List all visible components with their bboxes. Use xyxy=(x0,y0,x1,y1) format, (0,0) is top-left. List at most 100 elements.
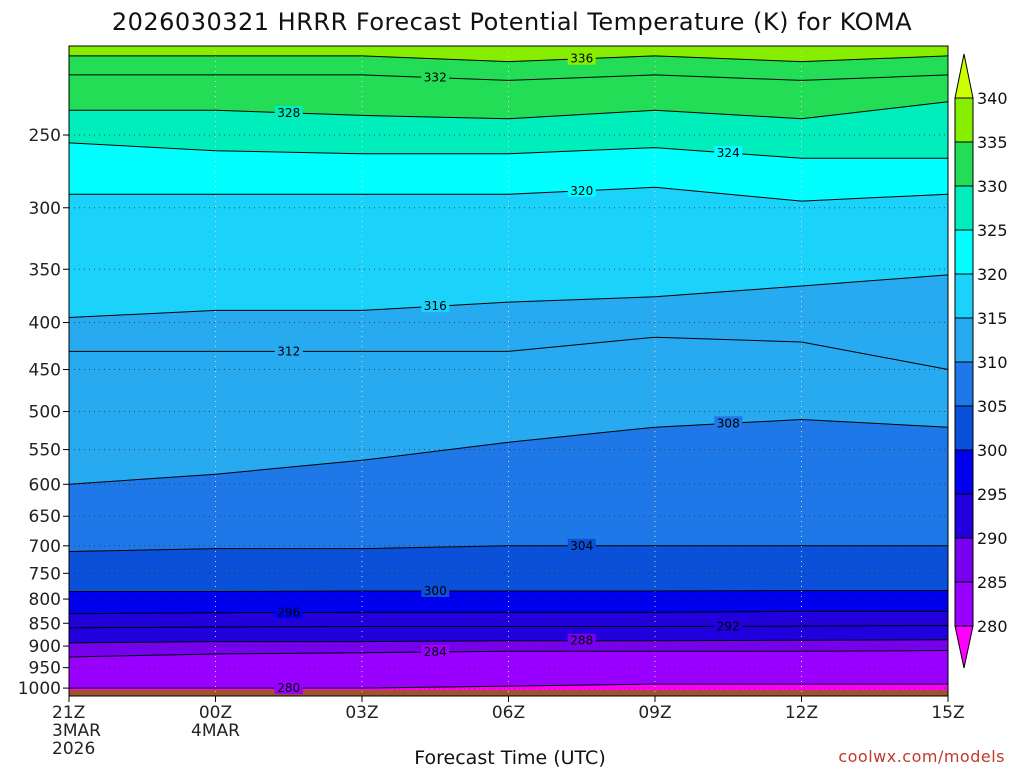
isentrope-label-bg xyxy=(421,645,450,659)
plot-area: 280 284 288 292 296 300 304 308 312 316 320 324 328 3… xyxy=(68,45,949,697)
x-tick-sublabel: 4MAR xyxy=(191,721,240,741)
isentrope-label: 308 xyxy=(717,416,740,430)
isentrope-label-bg xyxy=(714,619,743,633)
isentrope-280 xyxy=(69,683,948,689)
isentrope-label-bg xyxy=(567,633,596,647)
x-tick-label: 03Z xyxy=(345,703,378,723)
isentrope-label: 300 xyxy=(424,584,447,598)
y-tick-label: 650 xyxy=(29,507,61,527)
colorbar-segment xyxy=(954,449,974,495)
colorbar-tick-label: 320 xyxy=(977,265,1008,284)
colorbar-segment xyxy=(954,273,974,319)
isentrope-label-bg xyxy=(421,299,450,313)
y-tick-label: 450 xyxy=(29,361,61,381)
isentrope-label: 312 xyxy=(277,344,300,358)
y-tick-label: 1000 xyxy=(18,679,61,699)
y-tick-label: 500 xyxy=(29,403,61,423)
isentrope-288 xyxy=(68,639,949,644)
colorbar-segment xyxy=(954,141,974,187)
isentrope-label-bg xyxy=(567,183,596,197)
isentrope-296 xyxy=(68,610,948,615)
isentrope-label-bg xyxy=(567,538,596,552)
colorbar-tick-label: 315 xyxy=(977,309,1008,328)
isentrope-label: 324 xyxy=(717,146,740,160)
colorbar-segment xyxy=(954,537,974,583)
isentrope-316 xyxy=(68,274,949,318)
x-tick-label: 21Z xyxy=(52,703,85,723)
isentrope-label: 316 xyxy=(424,299,447,313)
colorbar-segment xyxy=(954,493,974,539)
credit-link[interactable]: coolwx.com/models xyxy=(838,747,1005,766)
ground-surface xyxy=(69,690,948,696)
x-tick-label: 12Z xyxy=(785,703,818,723)
isentrope-label: 292 xyxy=(717,619,740,633)
isentrope-label: 284 xyxy=(424,645,447,659)
y-axis: 250 300 350 400 450 500 550 600 650 700 750 800 850 9… xyxy=(18,126,69,699)
x-tick-label: 06Z xyxy=(492,703,525,723)
isentrope-label: 296 xyxy=(277,606,300,620)
colorbar-tick-label: 290 xyxy=(977,529,1008,548)
isentrope-label-bg xyxy=(567,51,596,65)
x-tick-label: 09Z xyxy=(638,703,671,723)
isentrope-label-bg xyxy=(714,145,743,159)
isentrope-label: 304 xyxy=(570,539,593,553)
chart-title: 2026030321 HRRR Forecast Potential Tempe… xyxy=(112,8,912,36)
colorbar-segment xyxy=(954,581,974,627)
y-tick-label: 550 xyxy=(29,441,61,461)
colorbar-tick-label: 285 xyxy=(977,573,1008,592)
isentrope-304 xyxy=(68,545,948,552)
colorbar-tick-label: 335 xyxy=(977,133,1008,152)
isentrope-label: 280 xyxy=(277,681,300,695)
y-tick-label: 300 xyxy=(29,199,61,219)
isentrope-label: 336 xyxy=(570,52,593,66)
isentrope-label-bg xyxy=(274,681,303,695)
y-tick-label: 250 xyxy=(29,126,61,146)
colorbar-tick-label: 310 xyxy=(977,353,1008,372)
isentrope-label-bg xyxy=(421,584,450,598)
isentrope-332 xyxy=(69,74,949,81)
isentrope-label-bg xyxy=(421,70,450,84)
isentrope-label: 332 xyxy=(424,71,447,85)
isentrope-292 xyxy=(68,625,949,629)
isentrope-label: 328 xyxy=(277,106,300,120)
isentrope-308 xyxy=(68,418,949,485)
colorbar-tick-label: 330 xyxy=(977,177,1008,196)
isentrope-label-bg xyxy=(274,605,303,619)
y-tick-label: 350 xyxy=(29,260,61,280)
colorbar-segment xyxy=(954,229,974,275)
isentrope-312 xyxy=(69,336,949,370)
y-tick-label: 400 xyxy=(29,314,61,334)
colorbar-segment xyxy=(954,97,974,143)
colorbar-tick-label: 300 xyxy=(977,441,1008,460)
y-tick-label: 900 xyxy=(29,637,61,657)
colorbar-tick-label: 295 xyxy=(977,485,1008,504)
isentrope-324 xyxy=(68,142,948,159)
isentrope-300 xyxy=(69,590,948,592)
x-tick-label: 15Z xyxy=(931,703,964,723)
colorbar-segment xyxy=(954,185,974,231)
isentrope-336 xyxy=(69,55,949,63)
colorbar-segment xyxy=(954,361,974,407)
isentrope-label: 320 xyxy=(570,184,593,198)
isentrope-284 xyxy=(68,650,949,658)
y-tick-label: 700 xyxy=(29,537,61,557)
isentrope-label-bg xyxy=(714,416,743,430)
y-tick-label: 800 xyxy=(29,590,61,610)
isentrope-label-bg xyxy=(274,344,303,358)
x-tick-sublabel: 2026 xyxy=(52,739,95,759)
x-tick-label: 00Z xyxy=(199,703,232,723)
colorbar-tick-label: 340 xyxy=(977,89,1008,108)
colorbar-segment xyxy=(954,405,974,451)
colorbar-extend-top xyxy=(954,53,974,99)
x-tick-sublabel: 3MAR xyxy=(52,721,101,741)
colorbar-tick-label: 325 xyxy=(977,221,1008,240)
y-tick-label: 750 xyxy=(29,564,61,584)
isentrope-label-bg xyxy=(274,105,303,119)
isentrope-328 xyxy=(69,101,949,120)
x-axis-title: Forecast Time (UTC) xyxy=(414,747,605,768)
isentrope-320 xyxy=(69,186,949,202)
colorbar-segment xyxy=(954,317,974,363)
colorbar-tick-label: 305 xyxy=(977,397,1008,416)
